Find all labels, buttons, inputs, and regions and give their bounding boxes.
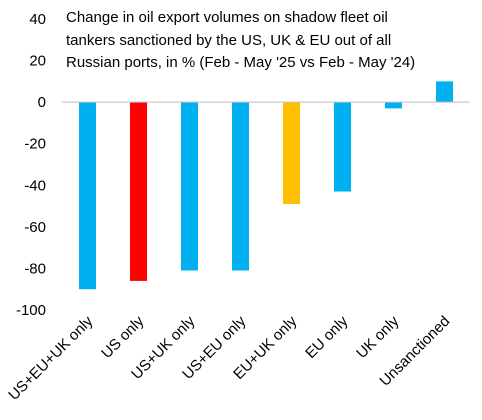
x-tick-label: UK only [353,312,403,362]
y-tick-label: -40 [24,177,46,194]
y-tick-label: 0 [38,94,46,111]
y-axis-ticks: 40 20 0 -20 -40 -60 -80 -100 [16,11,46,319]
y-tick-label: 20 [29,53,46,70]
x-tick-label: EU only [302,312,352,362]
chart-title-line-2: tankers sanctioned by the US, UK & EU ou… [66,32,392,49]
chart-title-line-1: Change in oil export volumes on shadow f… [66,9,388,26]
chart-title-line-3: Russian ports, in % (Feb - May '25 vs Fe… [66,54,416,71]
y-tick-label: 40 [29,11,46,28]
bars [79,81,453,290]
bar-unsanctioned [436,81,453,103]
bar-us-eu-only [232,102,249,271]
x-tick-label: US only [98,312,148,362]
y-tick-label: -100 [16,302,46,319]
y-tick-label: -80 [24,260,46,277]
bar-eu-uk-only [283,102,300,204]
x-tick-label: US+EU+UK only [5,312,96,403]
bar-us-uk-only [181,102,198,271]
bar-us-eu-uk-only [79,102,96,290]
bar-eu-only [334,102,351,192]
bar-uk-only [385,102,402,109]
y-tick-label: -60 [24,219,46,236]
bar-us-only [130,102,147,281]
y-tick-label: -20 [24,136,46,153]
